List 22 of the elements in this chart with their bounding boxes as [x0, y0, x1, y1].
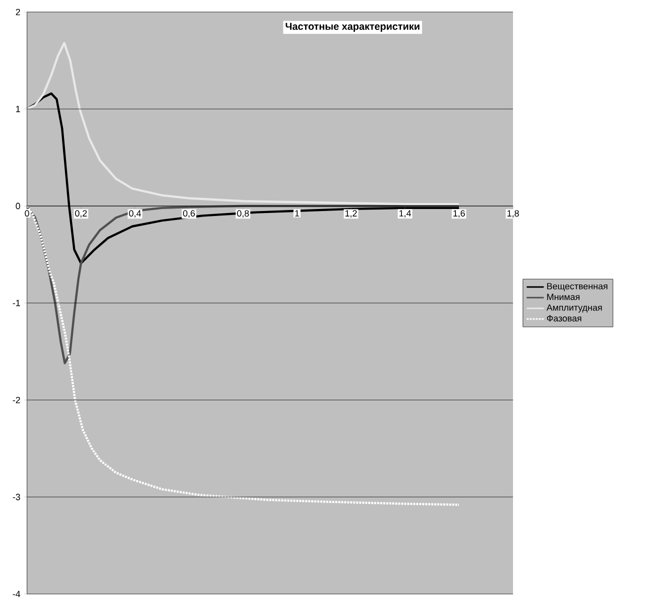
y-tick-label: -4: [12, 590, 20, 598]
legend-label: Фазовая: [547, 315, 582, 322]
y-tick-label: -3: [12, 494, 20, 500]
x-tick-label: 1,4: [399, 210, 411, 218]
legend-label: Мнимая: [547, 294, 580, 300]
x-tick-label: 1,2: [345, 210, 357, 218]
x-tick-label: 1: [295, 210, 300, 216]
x-tick-label: 0,2: [75, 210, 87, 218]
text: Частотные характеристики: [286, 22, 420, 32]
legend-label: Вещественная: [547, 283, 608, 292]
y-tick-label: 0: [16, 202, 20, 210]
legend-label: Амплитудная: [546, 304, 602, 313]
x-tick-label: 0: [24, 210, 30, 217]
y-tick-label: -2: [12, 396, 20, 404]
y-tick-label: 2: [16, 8, 20, 16]
y-tick-label: 1: [16, 106, 20, 112]
y-tick-label: -1: [12, 300, 20, 306]
x-tick-label: 0,8: [237, 210, 249, 218]
x-tick-label: 0,4: [129, 210, 141, 218]
x-tick-label: 1,8: [507, 210, 519, 218]
x-tick-label: 1,6: [453, 210, 465, 218]
x-tick-label: 0,6: [183, 210, 195, 218]
